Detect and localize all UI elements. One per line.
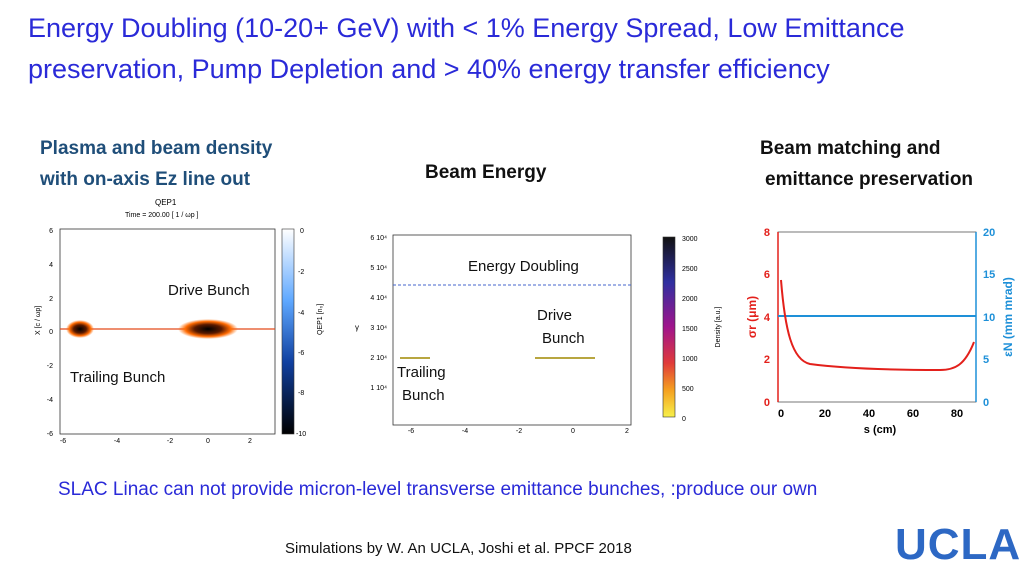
sigma-tick: 6 [764,269,770,281]
density-plot-title: QEP1 [155,198,177,207]
density-colorbar-tick: 0 [300,228,304,235]
s-tick: 0 [778,408,784,420]
density-x-tick: -6 [60,438,66,445]
bottom-note: SLAC Linac can not provide micron-level … [58,479,818,500]
right-axis: 20 15 10 5 0 εN (mm mrad) [975,227,1015,409]
emittance-tick: 20 [983,227,995,239]
density-y-tick: 6 [49,228,53,235]
energy-x-tick: -6 [408,428,414,435]
density-x-tick: -2 [167,438,173,445]
density-y-tick: -6 [47,431,53,438]
middle-drive-label-1: Drive [537,307,573,324]
middle-trailing-label-1: Trailing [397,364,446,381]
middle-trailing-bunch-label: Trailing Bunch [397,361,446,407]
energy-y-tick: 3 10⁴ [370,325,387,332]
density-x-tick: 0 [206,438,210,445]
density-x-tick: -4 [114,438,120,445]
energy-plot-frame [392,234,632,426]
energy-x-tick: -2 [516,428,522,435]
sigma-tick: 4 [764,312,771,324]
sigma-axis-label: σr (μm) [745,296,759,338]
sigma-tick: 8 [764,227,770,239]
left-axis: 8 6 4 2 0 σr (μm) [745,227,779,409]
trailing-bunch-blob [66,320,94,338]
energy-colorbar-tick: 2500 [682,266,698,273]
energy-colorbar-label: Density [a.u.] [715,307,722,348]
left-panel-heading: Plasma and beam density with on-axis Ez … [40,133,272,195]
s-axis-label: s (cm) [864,424,897,436]
energy-colorbar-tick: 3000 [682,236,698,243]
middle-drive-label-2: Bunch [542,330,585,347]
energy-x-tick: 0 [571,428,575,435]
ucla-logo: UCLA [895,520,1022,569]
energy-y-tick: 6 10⁴ [370,235,387,242]
emittance-tick: 5 [983,354,989,366]
left-heading-line2: with on-axis Ez line out [40,169,251,190]
s-tick: 60 [907,408,919,420]
slide-title: Energy Doubling (10-20+ GeV) with < 1% E… [28,13,905,84]
emittance-tick: 0 [983,397,989,409]
right-heading-line2: emittance preservation [765,169,974,190]
emittance-tick: 10 [983,312,995,324]
energy-colorbar-tick: 1500 [682,326,698,333]
sigma-tick: 0 [764,397,770,409]
density-colorbar-tick: -4 [298,310,304,317]
density-y-tick: -4 [47,397,53,404]
density-colorbar-tick: -10 [296,431,306,438]
middle-panel-heading: Beam Energy [425,162,547,183]
energy-colorbar-tick: 1000 [682,356,698,363]
energy-y-tick: 5 10⁴ [370,265,387,272]
energy-y-tick: 1 10⁴ [370,385,387,392]
s-tick: 40 [863,408,875,420]
energy-doubling-label: Energy Doubling [468,258,579,275]
energy-x-tick: 2 [625,428,629,435]
credit-line: Simulations by W. An UCLA, Joshi et al. … [285,540,632,557]
energy-colorbar-tick: 0 [682,416,686,423]
sigma-r-curve [780,279,975,372]
density-colorbar [281,228,295,435]
emittance-plot: 8 6 4 2 0 σr (μm) 20 15 10 5 0 εN (mm mr… [745,227,1015,436]
s-tick: 20 [819,408,831,420]
right-heading-line1: Beam matching and [760,138,941,159]
density-x-tick: 2 [248,438,252,445]
density-y-tick: 2 [49,296,53,303]
middle-trailing-label-2: Bunch [402,387,445,404]
density-plot: QEP1 Time = 200.00 [ 1 / ωp ] X [c / ωp]… [35,198,324,445]
s-tick: 80 [951,408,963,420]
density-colorbar-label: QEP1 [n₀] [317,304,324,335]
density-time-label: Time = 200.00 [ 1 / ωp ] [125,212,199,219]
energy-x-tick: -4 [462,428,468,435]
energy-y-tick: 4 10⁴ [370,295,387,302]
drive-bunch-blob [178,319,238,339]
density-y-axis-label: X [c / ωp] [35,306,42,335]
energy-colorbar-tick: 500 [682,386,694,393]
density-colorbar-tick: -2 [298,269,304,276]
energy-plot: γ 6 10⁴ 5 10⁴ 4 10⁴ 3 10⁴ 2 10⁴ 1 10⁴ -6… [355,234,722,435]
density-y-tick: 0 [49,329,53,336]
emittance-tick: 15 [983,269,995,281]
energy-y-tick: 2 10⁴ [370,355,387,362]
density-plot-frame [59,228,276,435]
density-y-tick: -2 [47,363,53,370]
drive-bunch-label: Drive Bunch [168,282,250,299]
energy-y-axis-label: γ [355,323,359,332]
sigma-tick: 2 [764,354,770,366]
middle-drive-bunch-label: Drive Bunch [537,304,585,350]
trailing-bunch-label: Trailing Bunch [70,369,166,386]
emittance-axis-label: εN (mm mrad) [1001,277,1015,357]
left-heading-line1: Plasma and beam density [40,138,273,159]
density-colorbar-tick: -6 [298,350,304,357]
density-y-tick: 4 [49,262,53,269]
density-colorbar-tick: -8 [298,390,304,397]
right-panel-heading: Beam matching and emittance preservation [760,133,973,195]
energy-colorbar [662,236,676,418]
energy-colorbar-tick: 2000 [682,296,698,303]
